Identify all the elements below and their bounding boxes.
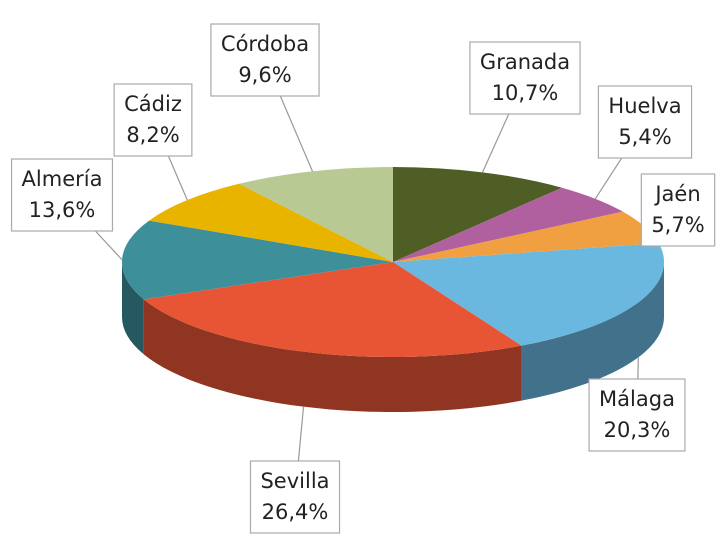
slice-side (521, 262, 664, 401)
label-name: Córdoba (221, 32, 309, 56)
data-label: Granada 10,7% (469, 41, 581, 115)
label-value: 5,7% (651, 213, 704, 237)
label-box (588, 378, 686, 452)
slice-side (143, 299, 522, 412)
data-label: Cádiz 8,2% (113, 83, 193, 157)
label-box (210, 23, 320, 97)
data-label: Almería 13,6% (10, 158, 114, 232)
data-label: Sevilla 26,4% (249, 460, 341, 534)
label-value: 8,2% (126, 123, 179, 147)
label-name: Sevilla (260, 469, 329, 493)
pie-tops (121, 167, 664, 358)
label-box (113, 83, 193, 157)
label-box (10, 158, 114, 232)
label-value: 13,6% (29, 198, 96, 222)
label-name: Jaén (653, 182, 700, 206)
label-name: Almería (22, 167, 103, 191)
slice (393, 167, 562, 262)
label-value: 10,7% (492, 81, 559, 105)
label-box (597, 85, 693, 159)
data-label: Jaén 5,7% (640, 173, 716, 247)
label-value: 9,6% (238, 63, 291, 87)
slice-side (122, 262, 144, 355)
label-box (249, 460, 341, 534)
data-label: Huelva 5,4% (597, 85, 693, 159)
slice (239, 167, 393, 262)
label-name: Cádiz (124, 92, 182, 116)
data-label: Córdoba 9,6% (210, 23, 320, 97)
slice (149, 183, 393, 262)
label-box (640, 173, 716, 247)
label-name: Huelva (608, 94, 681, 118)
label-value: 20,3% (604, 418, 671, 442)
label-name: Málaga (599, 387, 675, 411)
label-value: 5,4% (618, 125, 671, 149)
pie-sides (122, 262, 664, 412)
slice (393, 211, 659, 262)
data-label: Málaga 20,3% (588, 378, 686, 452)
labels: Granada 10,7% Huelva 5,4% Jaén 5,7% Málaga 20,3… (10, 23, 716, 534)
label-box (469, 41, 581, 115)
slice (393, 187, 623, 262)
label-name: Granada (480, 50, 570, 74)
slice (393, 243, 664, 346)
slice (121, 220, 393, 300)
label-value: 26,4% (262, 500, 329, 524)
slice (143, 262, 522, 358)
